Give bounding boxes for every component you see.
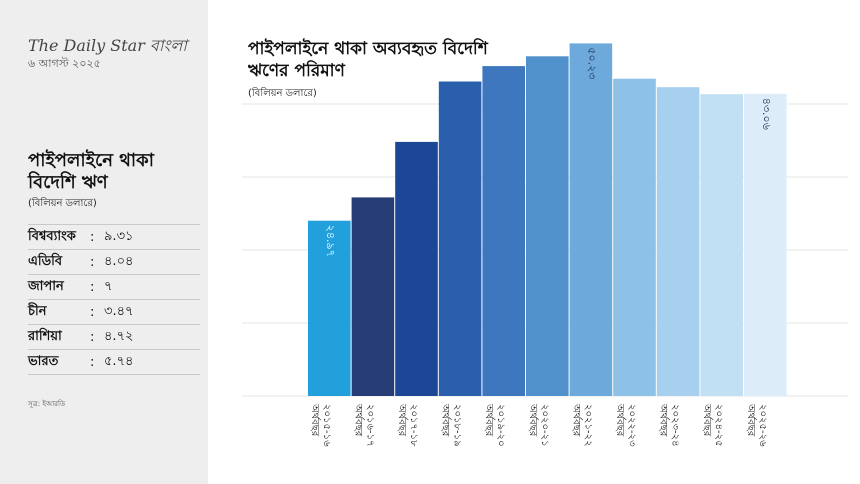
loan-separator: : xyxy=(90,354,95,370)
x-tick-label: ২০১৭-১৮অর্থবছর xyxy=(396,403,419,447)
chart-bar xyxy=(395,141,438,396)
chart-area: ২৪.৯৭ ৫০.২৩ ৪৩.০৬ ২০১৫-১৬অর্থবছর ২০১৬-১৭অর্… xyxy=(208,0,860,484)
bar-data-label: ২৪.৯৭ xyxy=(324,225,337,257)
sidebar-subtitle: (বিলিয়ন ডলারে) xyxy=(28,198,97,209)
x-tick-label: ২০২১-২২অর্থবছর xyxy=(570,403,593,447)
loan-separator: : xyxy=(90,329,95,345)
loan-row-china: চীন:৩.৪৭ xyxy=(28,299,200,324)
x-tick-label: ২০২০-২১অর্থবছর xyxy=(527,403,550,447)
sidebar-title: পাইপলাইনে থাকা বিদেশি ঋণ xyxy=(28,150,154,193)
loan-name: এডিবি xyxy=(28,253,63,269)
chart-bar xyxy=(351,197,395,396)
masthead-logo: The Daily Star বাংলা xyxy=(28,36,187,55)
sidebar-panel: The Daily Star বাংলা ৬ আগস্ট ২০২৫ পাইপলা… xyxy=(0,0,208,484)
loan-row-adb: এডিবি:৪.০৪ xyxy=(28,249,200,274)
chart-title: পাইপলাইনে থাকা অব্যবহৃত বিদেশি ঋণের পরিম… xyxy=(248,39,488,81)
chart-bar xyxy=(656,87,700,396)
x-tick-label: ২০২৪-২৫অর্থবছর xyxy=(701,403,724,447)
chart-data-labels: ২৪.৯৭ ৫০.২৩ ৪৩.০৬ xyxy=(324,47,773,256)
loan-value: ৩.৪৭ xyxy=(104,303,134,319)
loan-name: জাপান xyxy=(28,278,64,294)
publish-date: ৬ আগস্ট ২০২৫ xyxy=(28,57,101,70)
x-tick-label: ২০২৫-২৬অর্থবছর xyxy=(745,403,768,447)
loan-separator: : xyxy=(90,254,95,270)
bar-data-label: ৫০.২৩ xyxy=(585,47,598,79)
chart-x-ticks: ২০১৫-১৬অর্থবছর ২০১৬-১৭অর্থবছর ২০১৭-১৮অর্থব… xyxy=(309,403,768,447)
bar-data-label: ৪৩.০৬ xyxy=(760,98,773,130)
loan-list: বিশ্বব্যাংক:৯.৩১ এডিবি:৪.০৪ জাপান:৭ চীন:… xyxy=(28,224,200,375)
chart-bar xyxy=(308,220,351,396)
loan-separator: : xyxy=(90,229,95,245)
loan-row-japan: জাপান:৭ xyxy=(28,274,200,299)
loan-row-russia: রাশিয়া:৪.৭২ xyxy=(28,324,200,349)
chart-bar xyxy=(613,78,656,396)
chart-bar xyxy=(569,43,613,397)
loan-value: ৯.৩১ xyxy=(104,228,134,244)
chart-bar xyxy=(744,93,787,397)
loan-row-india: ভারত:৫.৭৪ xyxy=(28,349,200,375)
x-tick-label: ২০১৬-১৭অর্থবছর xyxy=(352,403,375,447)
loan-separator: : xyxy=(90,304,95,320)
loan-row-world-bank: বিশ্বব্যাংক:৯.৩১ xyxy=(28,224,200,249)
loan-name: বিশ্বব্যাংক xyxy=(28,228,76,244)
loan-value: ৪.০৪ xyxy=(104,253,134,269)
x-tick-label: ২০১৯-২০অর্থবছর xyxy=(483,403,506,447)
loan-value: ৭ xyxy=(104,278,113,294)
bar-chart: ২৪.৯৭ ৫০.২৩ ৪৩.০৬ ২০১৫-১৬অর্থবছর ২০১৬-১৭অর্… xyxy=(242,43,848,447)
loan-name: রাশিয়া xyxy=(28,328,62,344)
loan-value: ৪.৭২ xyxy=(104,328,134,344)
chart-bar xyxy=(438,81,482,396)
x-tick-label: ২০১৫-১৬অর্থবছর xyxy=(309,403,332,447)
loan-name: চীন xyxy=(28,303,47,319)
x-tick-label: ২০১৮-১৯অর্থবছর xyxy=(440,403,463,447)
x-tick-label: ২০২২-২৩অর্থবছর xyxy=(614,403,637,447)
chart-bar xyxy=(700,94,743,396)
chart-bar xyxy=(482,66,525,396)
loan-value: ৫.৭৪ xyxy=(104,353,134,369)
x-tick-label: ২০২৩-২৪অর্থবছর xyxy=(658,403,681,447)
source-note: সূত্র: ইআরডি xyxy=(28,400,66,408)
chart-subtitle: (বিলিয়ন ডলারে) xyxy=(248,88,317,99)
loan-name: ভারত xyxy=(28,353,59,369)
chart-bars xyxy=(308,43,787,397)
loan-separator: : xyxy=(90,279,95,295)
chart-bar xyxy=(526,56,569,397)
